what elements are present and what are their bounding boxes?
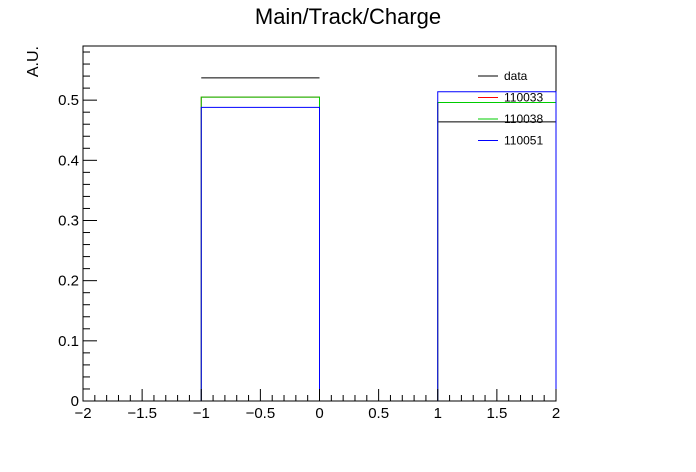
histogram-series-group <box>200 77 557 401</box>
x-tick-label: −0.5 <box>246 405 276 422</box>
legend-label: data <box>504 69 528 83</box>
y-axis: 0 0.1 0.2 0.3 0.4 0.5 <box>58 51 97 410</box>
series-110051 <box>200 91 557 401</box>
chart-title: Main/Track/Charge <box>255 4 441 29</box>
x-tick-label: −1 <box>193 405 210 422</box>
x-tick-label: 2 <box>552 405 560 422</box>
x-tick-label: 0 <box>315 405 323 422</box>
y-tick-label: 0.4 <box>58 152 79 169</box>
x-tick-label: 1.5 <box>486 405 507 422</box>
y-tick-label: 0.2 <box>58 273 79 290</box>
legend-label: 110033 <box>504 91 543 105</box>
x-tick-label: −2 <box>74 405 91 422</box>
x-tick-label: −1.5 <box>127 405 157 422</box>
x-tick-label: 1 <box>434 405 442 422</box>
x-tick-label: 0.5 <box>368 405 389 422</box>
legend: data 110033 110038 110051 <box>478 69 543 148</box>
legend-label: 110038 <box>504 112 543 126</box>
series-110033 <box>200 96 557 401</box>
histogram-bin <box>200 106 320 401</box>
series-110038 <box>200 96 557 401</box>
y-tick-label: 0.5 <box>58 92 79 109</box>
legend-label: 110051 <box>504 134 543 148</box>
histogram-bin <box>200 96 320 401</box>
y-tick-label: 0.3 <box>58 212 79 229</box>
y-tick-label: 0.1 <box>58 333 79 350</box>
series-data <box>201 77 556 123</box>
histogram-bin <box>200 96 320 401</box>
y-axis-label: A.U. <box>25 46 42 77</box>
y-tick-label: 0 <box>71 393 79 410</box>
histogram-bin <box>437 91 557 401</box>
x-axis: −2 −1.5 −1 −0.5 0 0.5 1 1.5 2 <box>74 389 560 422</box>
